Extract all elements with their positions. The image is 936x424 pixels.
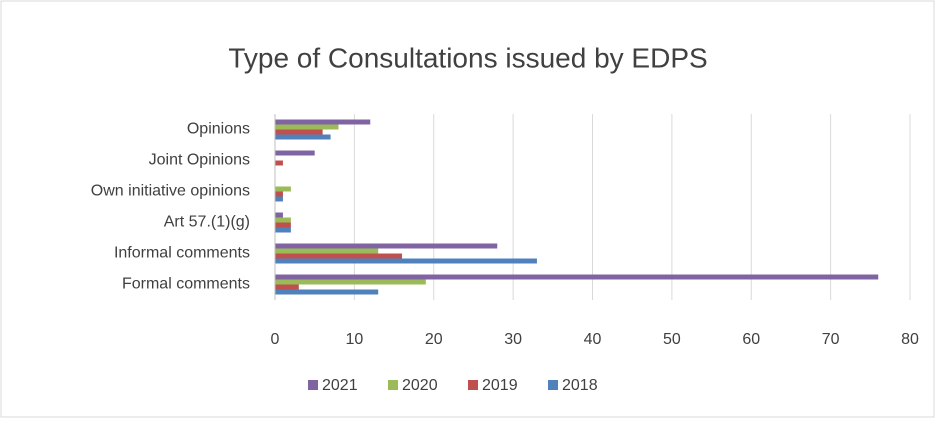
legend-swatch (468, 380, 478, 390)
y-tick-label: Formal comments (122, 276, 250, 293)
bar (275, 160, 283, 166)
chart-title: Type of Consultations issued by EDPS (228, 42, 707, 73)
legend-label: 2018 (562, 377, 598, 394)
bar (275, 196, 283, 202)
legend-swatch (548, 380, 558, 390)
x-tick-label: 80 (901, 331, 919, 348)
y-tick-label: Art 57.(1)(g) (164, 214, 250, 231)
bar (275, 284, 299, 290)
bar (275, 274, 879, 280)
legend-label: 2019 (482, 377, 518, 394)
legend-swatch (388, 380, 398, 390)
y-tick-label: Own initiative opinions (91, 183, 250, 200)
bar (275, 186, 291, 192)
bar (275, 243, 498, 249)
bar (275, 222, 291, 228)
bar (275, 227, 291, 233)
x-tick-label: 0 (271, 331, 280, 348)
bar (275, 248, 379, 254)
bar (275, 119, 371, 125)
y-tick-label: Opinions (187, 121, 250, 138)
bar (275, 289, 379, 295)
x-tick-label: 10 (345, 331, 363, 348)
bar (275, 212, 283, 218)
y-tick-label: Joint Opinions (149, 152, 250, 169)
x-tick-label: 40 (584, 331, 602, 348)
bar (275, 134, 331, 140)
bar (275, 150, 315, 156)
bar (275, 191, 283, 197)
bar (275, 279, 426, 285)
x-tick-label: 20 (425, 331, 443, 348)
legend-label: 2020 (402, 377, 438, 394)
x-tick-label: 70 (822, 331, 840, 348)
x-tick-label: 30 (504, 331, 522, 348)
bar (275, 129, 323, 135)
legend-swatch (308, 380, 318, 390)
x-tick-label: 60 (742, 331, 760, 348)
y-tick-label: Informal comments (114, 245, 250, 262)
bar (275, 217, 291, 223)
x-tick-label: 50 (663, 331, 681, 348)
bar (275, 253, 402, 259)
legend-label: 2021 (322, 377, 358, 394)
bar (275, 258, 537, 264)
bar (275, 124, 339, 130)
